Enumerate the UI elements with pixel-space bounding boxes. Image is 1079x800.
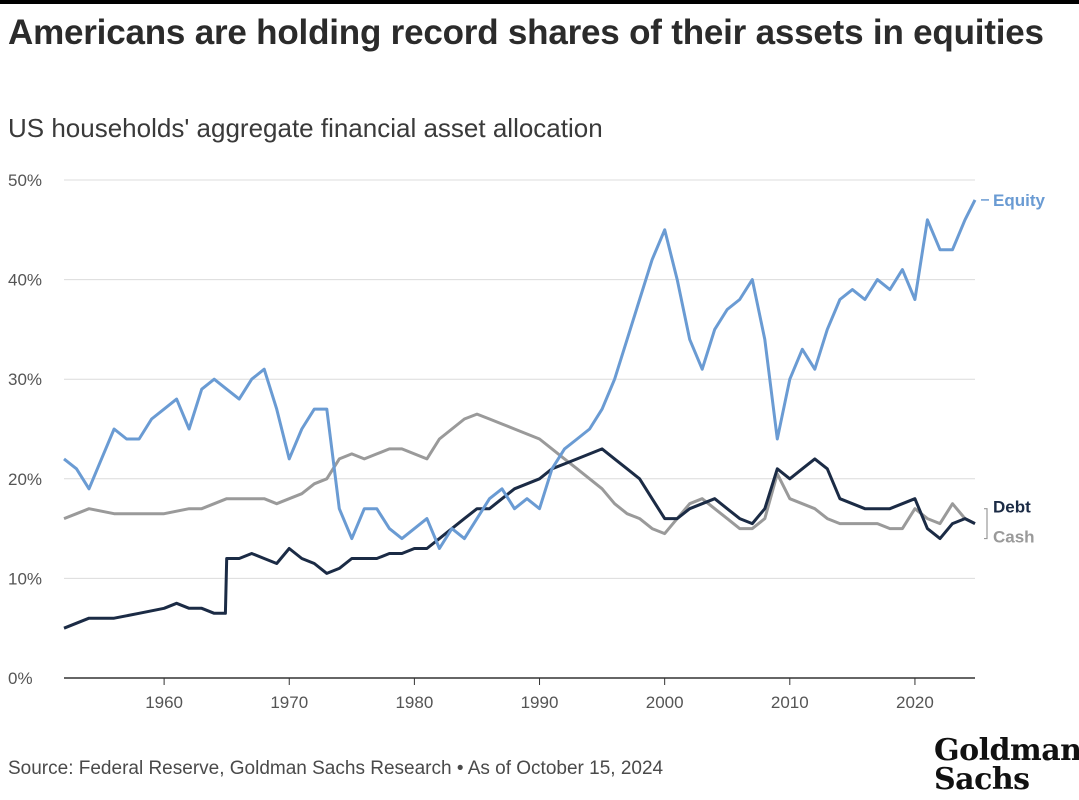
logo-line-2: Sachs <box>934 762 1030 797</box>
top-rule <box>0 0 1079 4</box>
series-label-debt: Debt <box>993 498 1031 517</box>
goldman-sachs-logo: Goldman Sachs <box>934 733 1079 797</box>
series-label-equity: Equity <box>993 191 1045 210</box>
y-tick-label: 10% <box>8 569 42 588</box>
chart-subtitle: US households' aggregate financial asset… <box>8 113 603 143</box>
y-tick-label: 20% <box>8 470 42 489</box>
debt-cash-bracket <box>984 508 988 540</box>
series-labels: Equity Debt Cash <box>981 191 1045 547</box>
series-line-equity <box>63 199 977 550</box>
y-tick-label: 30% <box>8 370 42 389</box>
x-tick-label: 1960 <box>145 693 183 712</box>
x-tick-label: 2010 <box>771 693 809 712</box>
y-tick-label: 50% <box>8 171 42 190</box>
x-tick-label: 1980 <box>395 693 433 712</box>
series-line-debt <box>63 447 976 630</box>
series-label-cash: Cash <box>993 528 1035 547</box>
line-chart: 0% 10% 20% 30% 40% 50% 1960 1970 1980 1990 2000 20… <box>8 171 1045 712</box>
series-lines <box>63 199 977 630</box>
x-tick-label: 2020 <box>896 693 934 712</box>
y-axis-ticks: 0% 10% 20% 30% 40% 50% <box>8 171 42 688</box>
x-tick-label: 1990 <box>521 693 559 712</box>
logo-line-1: Goldman <box>934 733 1079 768</box>
gridlines <box>64 179 975 679</box>
x-axis-ticks: 1960 1970 1980 1990 2000 2010 2020 <box>145 678 934 712</box>
y-tick-label: 0% <box>8 669 33 688</box>
x-tick-label: 1970 <box>270 693 308 712</box>
y-tick-label: 40% <box>8 271 42 290</box>
chart-title: Americans are holding record shares of t… <box>8 13 1044 52</box>
x-tick-label: 2000 <box>646 693 684 712</box>
series-line-cash <box>63 412 976 536</box>
source-note: Source: Federal Reserve, Goldman Sachs R… <box>8 758 664 779</box>
